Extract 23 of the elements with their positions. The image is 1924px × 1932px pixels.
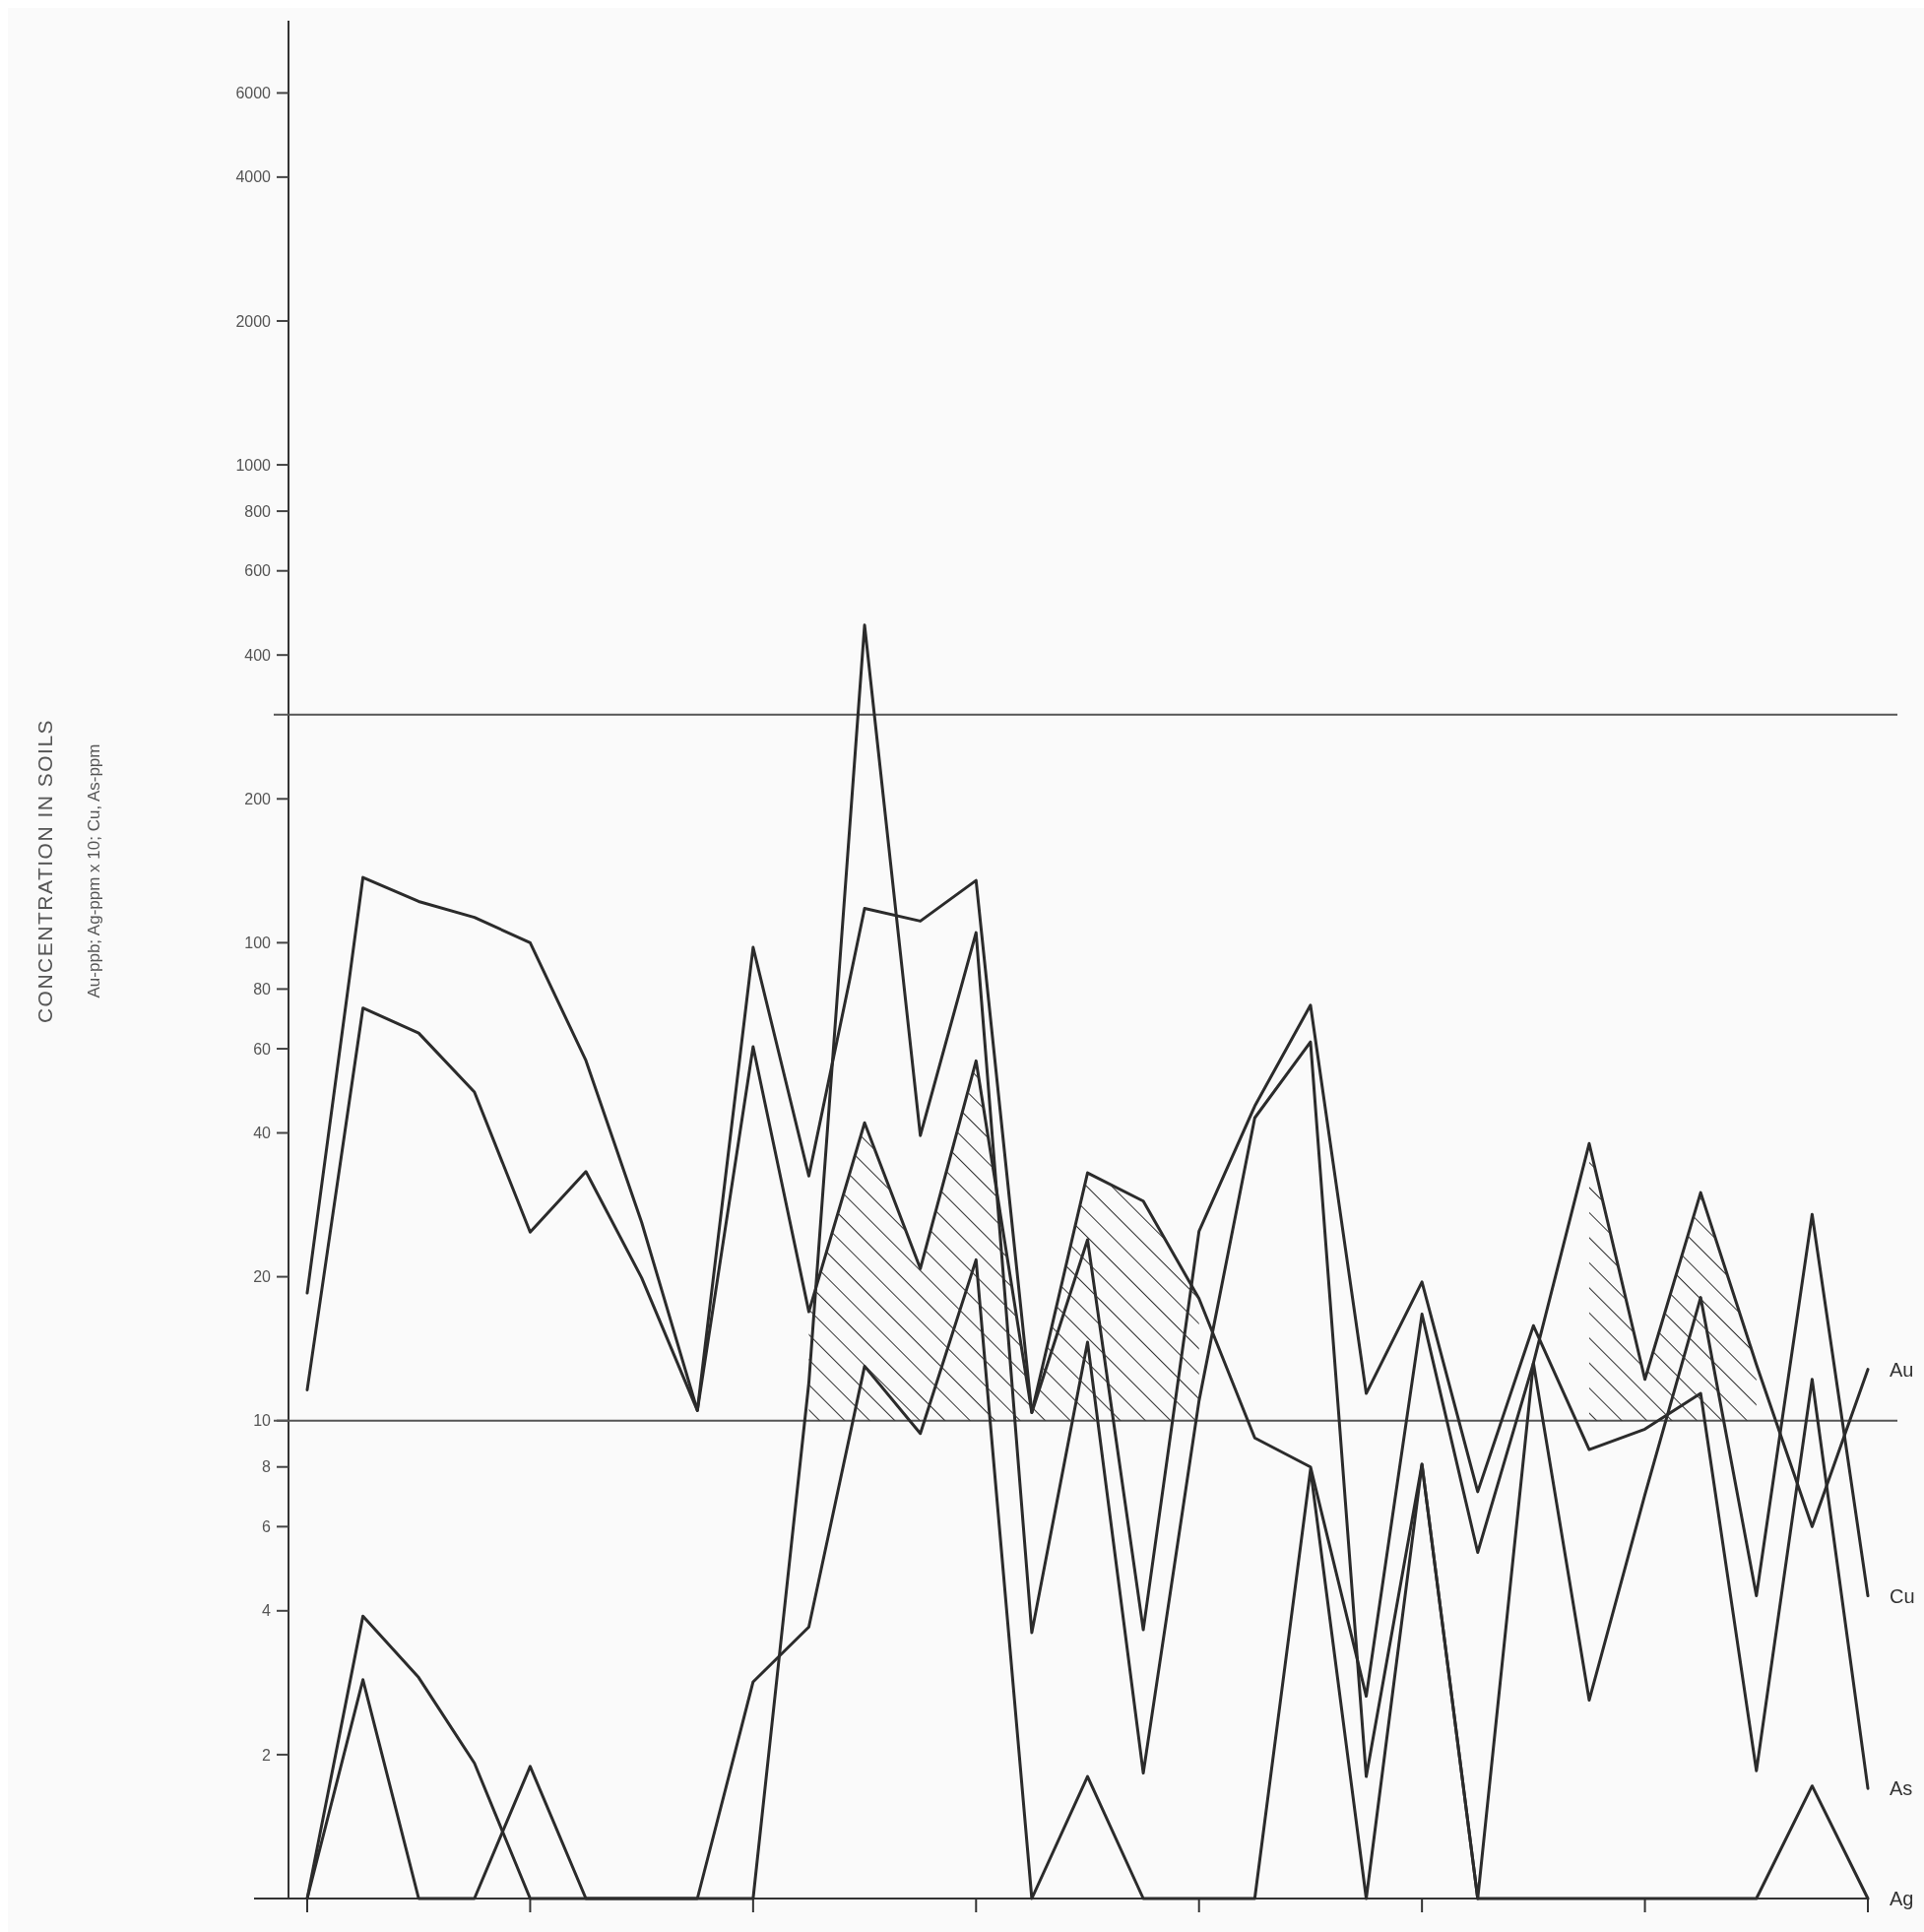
y-tick-label: 400	[244, 646, 272, 664]
series-label: Cu	[1890, 1584, 1915, 1607]
y-tick-label: 4000	[235, 168, 272, 186]
y-tick-label: 800	[244, 502, 272, 520]
text: CONCENTRATION IN SOILS Au-ppb; Ag-ppm x 10; Cu, As-ppm	[33, 718, 103, 1024]
y-tick-label: 600	[244, 562, 272, 580]
y-tick-label: 2000	[235, 312, 272, 330]
y-tick-label: 2	[262, 1746, 272, 1764]
y-tick-label: 6000	[235, 85, 272, 102]
y-tick-label: 60	[253, 1040, 272, 1058]
y-tick-label: 80	[253, 981, 272, 998]
series-label: Au	[1890, 1358, 1914, 1381]
y-tick-label: 6	[262, 1517, 272, 1535]
y-tick-label: 100	[244, 934, 272, 951]
y-tick-label: 4	[262, 1602, 272, 1620]
y-tick-label: 1000	[235, 456, 272, 474]
legend-label: Ag	[1890, 1888, 1914, 1909]
y-tick-label: 40	[253, 1125, 272, 1142]
y-tick-label: 10	[253, 1412, 272, 1430]
y-tick-label: 20	[253, 1268, 272, 1286]
y-tick-label: 8	[262, 1458, 272, 1476]
y-tick-label: 200	[244, 790, 272, 807]
series-label: As	[1890, 1777, 1913, 1800]
